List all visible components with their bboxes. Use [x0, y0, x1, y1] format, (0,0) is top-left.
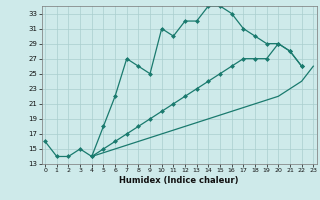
- X-axis label: Humidex (Indice chaleur): Humidex (Indice chaleur): [119, 176, 239, 185]
